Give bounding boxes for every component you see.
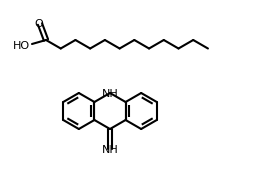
Text: NH: NH xyxy=(102,89,118,99)
Text: HO: HO xyxy=(13,41,30,51)
Text: O: O xyxy=(35,19,43,29)
Text: NH: NH xyxy=(102,145,118,155)
